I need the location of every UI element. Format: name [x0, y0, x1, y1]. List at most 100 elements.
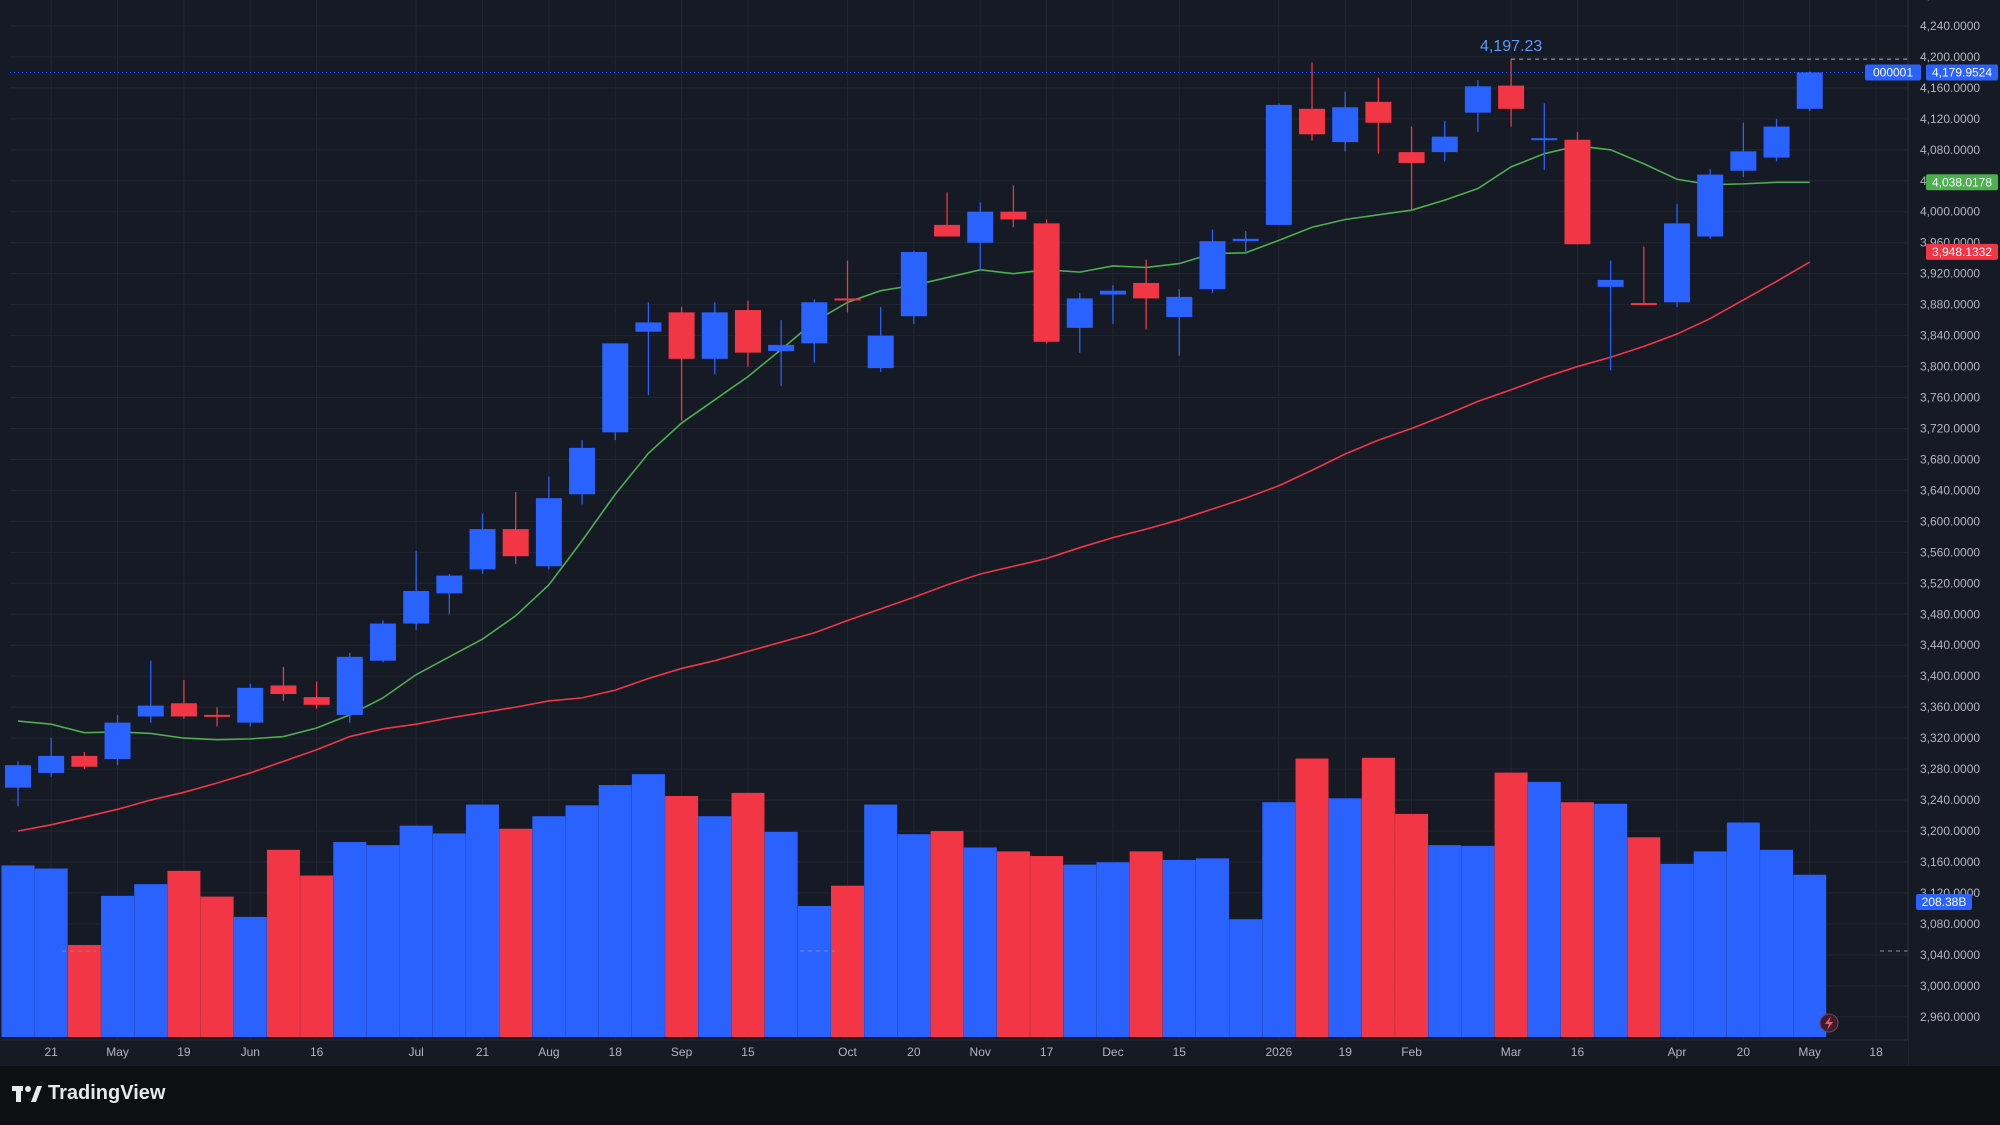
volume-bar: [1030, 856, 1064, 1037]
volume-bar: [34, 868, 68, 1037]
lightning-icon-bolt: [1825, 1016, 1833, 1030]
time-tick-label: 19: [1339, 1045, 1353, 1059]
ma-fast-tag-bg: [1926, 174, 1998, 191]
price-tick-label: 4,240.0000: [1920, 19, 1980, 33]
candle-body: [967, 211, 994, 243]
candle-body: [1199, 241, 1226, 290]
candle-body: [1464, 86, 1491, 113]
volume-bar: [233, 916, 267, 1037]
price-tick-label: 3,640.0000: [1920, 483, 1980, 497]
volume-bar: [1129, 851, 1163, 1037]
candle-body: [336, 656, 363, 715]
candle-body: [1796, 72, 1823, 109]
price-tick-label: 3,360.0000: [1920, 700, 1980, 714]
volume-bar: [333, 842, 367, 1037]
time-tick-label: Jun: [241, 1045, 260, 1059]
candle-body: [137, 705, 164, 717]
time-tick-label: 21: [476, 1045, 490, 1059]
candle-body: [635, 322, 662, 332]
volume-bar: [1, 865, 35, 1037]
current-price-tag: 4,179.9524: [1932, 65, 1992, 79]
volume-bar: [1726, 822, 1760, 1037]
candle-body: [1564, 139, 1591, 245]
volume-bar: [266, 849, 300, 1037]
price-chart[interactable]: 4,197.234,280.00004,240.00004,200.00004,…: [0, 0, 2000, 1066]
volume-bar: [1594, 803, 1628, 1037]
ma-slow-tag-bg: [1926, 243, 1998, 260]
time-tick-label: Oct: [838, 1045, 857, 1059]
price-tick-label: 3,040.0000: [1920, 948, 1980, 962]
candle-body: [1730, 151, 1757, 171]
volume-series: [1, 757, 1910, 1037]
time-tick-label: Nov: [970, 1045, 991, 1059]
candle-body: [1099, 290, 1126, 295]
price-tick-label: 3,600.0000: [1920, 514, 1980, 528]
price-tick-label: 3,160.0000: [1920, 855, 1980, 869]
time-tick-label: May: [106, 1045, 129, 1059]
candle-body: [1299, 108, 1326, 135]
time-tick-label: Sep: [671, 1045, 693, 1059]
candle-body: [1332, 107, 1359, 143]
candle-body: [900, 251, 927, 317]
volume-bar: [631, 774, 665, 1037]
volume-bar: [432, 833, 466, 1037]
lightning-icon[interactable]: [1819, 1013, 1839, 1033]
candle-body: [403, 591, 430, 624]
price-tick-label: 2,960.0000: [1920, 1010, 1980, 1024]
volume-bar: [101, 895, 135, 1037]
candle-body: [369, 623, 396, 661]
candle-body: [71, 755, 98, 767]
volume-bar: [366, 845, 400, 1037]
symbol-tag-bg: [1865, 64, 1921, 81]
candle-body: [170, 703, 197, 717]
volume-bar: [1328, 798, 1362, 1037]
time-tick-label: Apr: [1668, 1045, 1687, 1059]
candle-body: [1000, 211, 1027, 220]
time-tick-label: Aug: [538, 1045, 559, 1059]
price-tick-label: 3,240.0000: [1920, 793, 1980, 807]
time-tick-label: 2026: [1265, 1045, 1292, 1059]
price-tick-label: 3,280.0000: [1920, 762, 1980, 776]
time-tick-label: 15: [741, 1045, 755, 1059]
price-tick-label: 3,840.0000: [1920, 329, 1980, 343]
candle-body: [204, 714, 231, 717]
tradingview-logo[interactable]: TradingView: [12, 1082, 165, 1105]
volume-bar: [1793, 874, 1827, 1037]
volume-bar: [499, 828, 533, 1037]
volume-tag: 208.38B: [1922, 895, 1967, 909]
current-price-tag-bg: [1926, 64, 1998, 81]
volume-bar: [200, 896, 234, 1037]
price-tick-label: 3,200.0000: [1920, 824, 1980, 838]
volume-bar: [797, 905, 831, 1037]
candle-body: [1033, 223, 1060, 342]
candle-body: [834, 298, 861, 301]
candle-body: [436, 575, 463, 594]
candle-body: [502, 529, 529, 557]
price-tick-label: 3,720.0000: [1920, 421, 1980, 435]
volume-bar: [1162, 859, 1196, 1037]
brand-name: TradingView: [48, 1082, 166, 1104]
volume-bar: [831, 885, 864, 1037]
volume-bar: [466, 804, 500, 1037]
candle-body: [1763, 126, 1790, 158]
time-axis-panel: [0, 1040, 1908, 1066]
time-tick-label: 18: [609, 1045, 623, 1059]
volume-bar: [1229, 919, 1263, 1037]
price-tick-label: 3,880.0000: [1920, 298, 1980, 312]
candle-body: [569, 447, 596, 495]
time-tick-label: 16: [1571, 1045, 1585, 1059]
symbol-tag: 000001: [1873, 65, 1913, 79]
volume-bar: [1395, 813, 1429, 1037]
candle-body: [602, 343, 629, 433]
price-tick-label: 3,440.0000: [1920, 638, 1980, 652]
volume-bar: [996, 851, 1030, 1037]
time-tick-label: Mar: [1501, 1045, 1522, 1059]
price-tick-label: 3,800.0000: [1920, 360, 1980, 374]
price-tick-label: 3,480.0000: [1920, 607, 1980, 621]
candle-body: [303, 697, 330, 705]
candle-body: [1597, 279, 1624, 287]
price-tick-label: 4,200.0000: [1920, 50, 1980, 64]
volume-bar: [1760, 849, 1794, 1037]
time-tick-label: Jul: [408, 1045, 423, 1059]
